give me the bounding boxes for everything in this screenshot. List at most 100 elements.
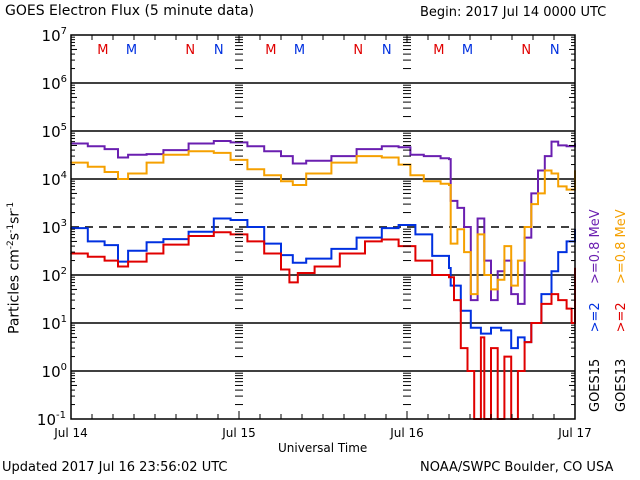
series-point [523,226,526,228]
local-time-marker-m: M [294,43,305,58]
series-point [103,244,106,246]
series-point [381,156,383,159]
series-point [537,169,539,172]
series-point [510,284,512,287]
legend-goes15: GOES15 >=2 >=0.8 MeV [588,209,603,412]
series-point [423,155,425,157]
ytick-label-exp: 6 [61,74,67,85]
local-time-marker-n: N [521,43,531,58]
ytick-label-base: 10 [42,171,61,189]
series-point [292,184,294,186]
ytick-label-exp: 5 [61,122,67,133]
ytick-label: 103 [42,218,67,237]
series-point [449,284,452,287]
series-point [565,188,568,191]
series-point [530,192,533,195]
series-point [431,274,434,276]
ytick-label-base: 10 [42,219,61,237]
series-point [397,224,400,226]
ytick-label-exp: 3 [61,218,67,229]
xtick-label: Jul 17 [557,426,592,440]
series-point [550,270,553,273]
ytick-label: 102 [42,266,67,285]
series-line-goes13-0-8-mev [71,150,576,296]
series-point [162,238,165,240]
ytick-label-base: 10 [37,411,56,429]
local-time-marker-n: N [214,43,224,58]
series-point [480,332,482,335]
series-point [280,180,282,182]
series-point [470,299,472,301]
series-point [550,172,553,175]
series-point [187,142,190,145]
legend-goes13-08mev: >=0.8 MeV [614,209,629,285]
series-line-goes15-2-mev [71,217,576,350]
local-time-marker-m: M [126,43,137,58]
xtick-label-layer: Jul 14 Jul 15 Jul 16 Jul 17 [53,426,592,440]
ytick-label-exp: 7 [61,26,67,37]
series-point [87,165,89,168]
series-point [453,299,455,301]
ytick-label: 106 [42,74,67,93]
series-point [397,163,400,166]
xtick-label: Jul 16 [389,426,424,440]
series-point [103,259,106,262]
y-axis-title-sr: sr [6,210,23,224]
series-point [557,299,559,301]
y-axis-exp-1: -2 [6,240,16,250]
series-point [145,252,148,255]
series-point [339,252,341,255]
series-point [145,241,148,244]
plot-frame [70,34,576,420]
series-point [145,153,148,155]
legend-goes15-2mev: >=2 [588,302,603,333]
series-point [313,265,316,268]
series-point [246,145,249,148]
series-point [448,158,450,160]
series-point [87,145,89,148]
local-time-marker-m: M [97,43,108,58]
series-point [397,146,400,148]
series-point [476,217,479,220]
series-point [483,274,486,276]
series-point [145,161,148,164]
legend-goes13-satellite: GOES13 [614,358,629,412]
y-axis-title: Particles cm-2s-1sr-1 [6,201,23,334]
series-point [127,154,129,156]
series-point [550,293,553,295]
series-point [409,154,412,156]
series-point [570,322,573,324]
legend-goes13-2mev: >=2 [614,302,629,333]
ytick-label-base: 10 [42,75,61,93]
series-point [490,326,492,329]
series-point [213,217,215,220]
ytick-label: 101 [42,314,67,333]
y-axis-exp-2: -1 [6,223,16,233]
ytick-label: 107 [42,26,67,45]
series-point [414,233,417,236]
series-point [305,159,308,162]
series-point [470,293,472,295]
series-point [127,250,129,252]
series-point [381,145,383,148]
series-point [503,245,506,247]
series-point [355,236,358,239]
series-point [117,178,119,180]
series-point [263,150,266,152]
y-axis-exp-3: -1 [6,201,16,211]
series-point [187,230,190,233]
source-credit: NOAA/SWPC Boulder, CO USA [420,460,614,475]
series-point [414,259,417,262]
series-point [500,329,502,332]
local-time-marker-n: N [550,43,560,58]
local-time-marker-m: M [265,43,276,58]
series-point [229,141,232,144]
series-point [463,226,465,228]
series-point [431,255,434,257]
series-layer [70,140,576,420]
series-point [470,326,472,329]
series-point [523,341,526,343]
